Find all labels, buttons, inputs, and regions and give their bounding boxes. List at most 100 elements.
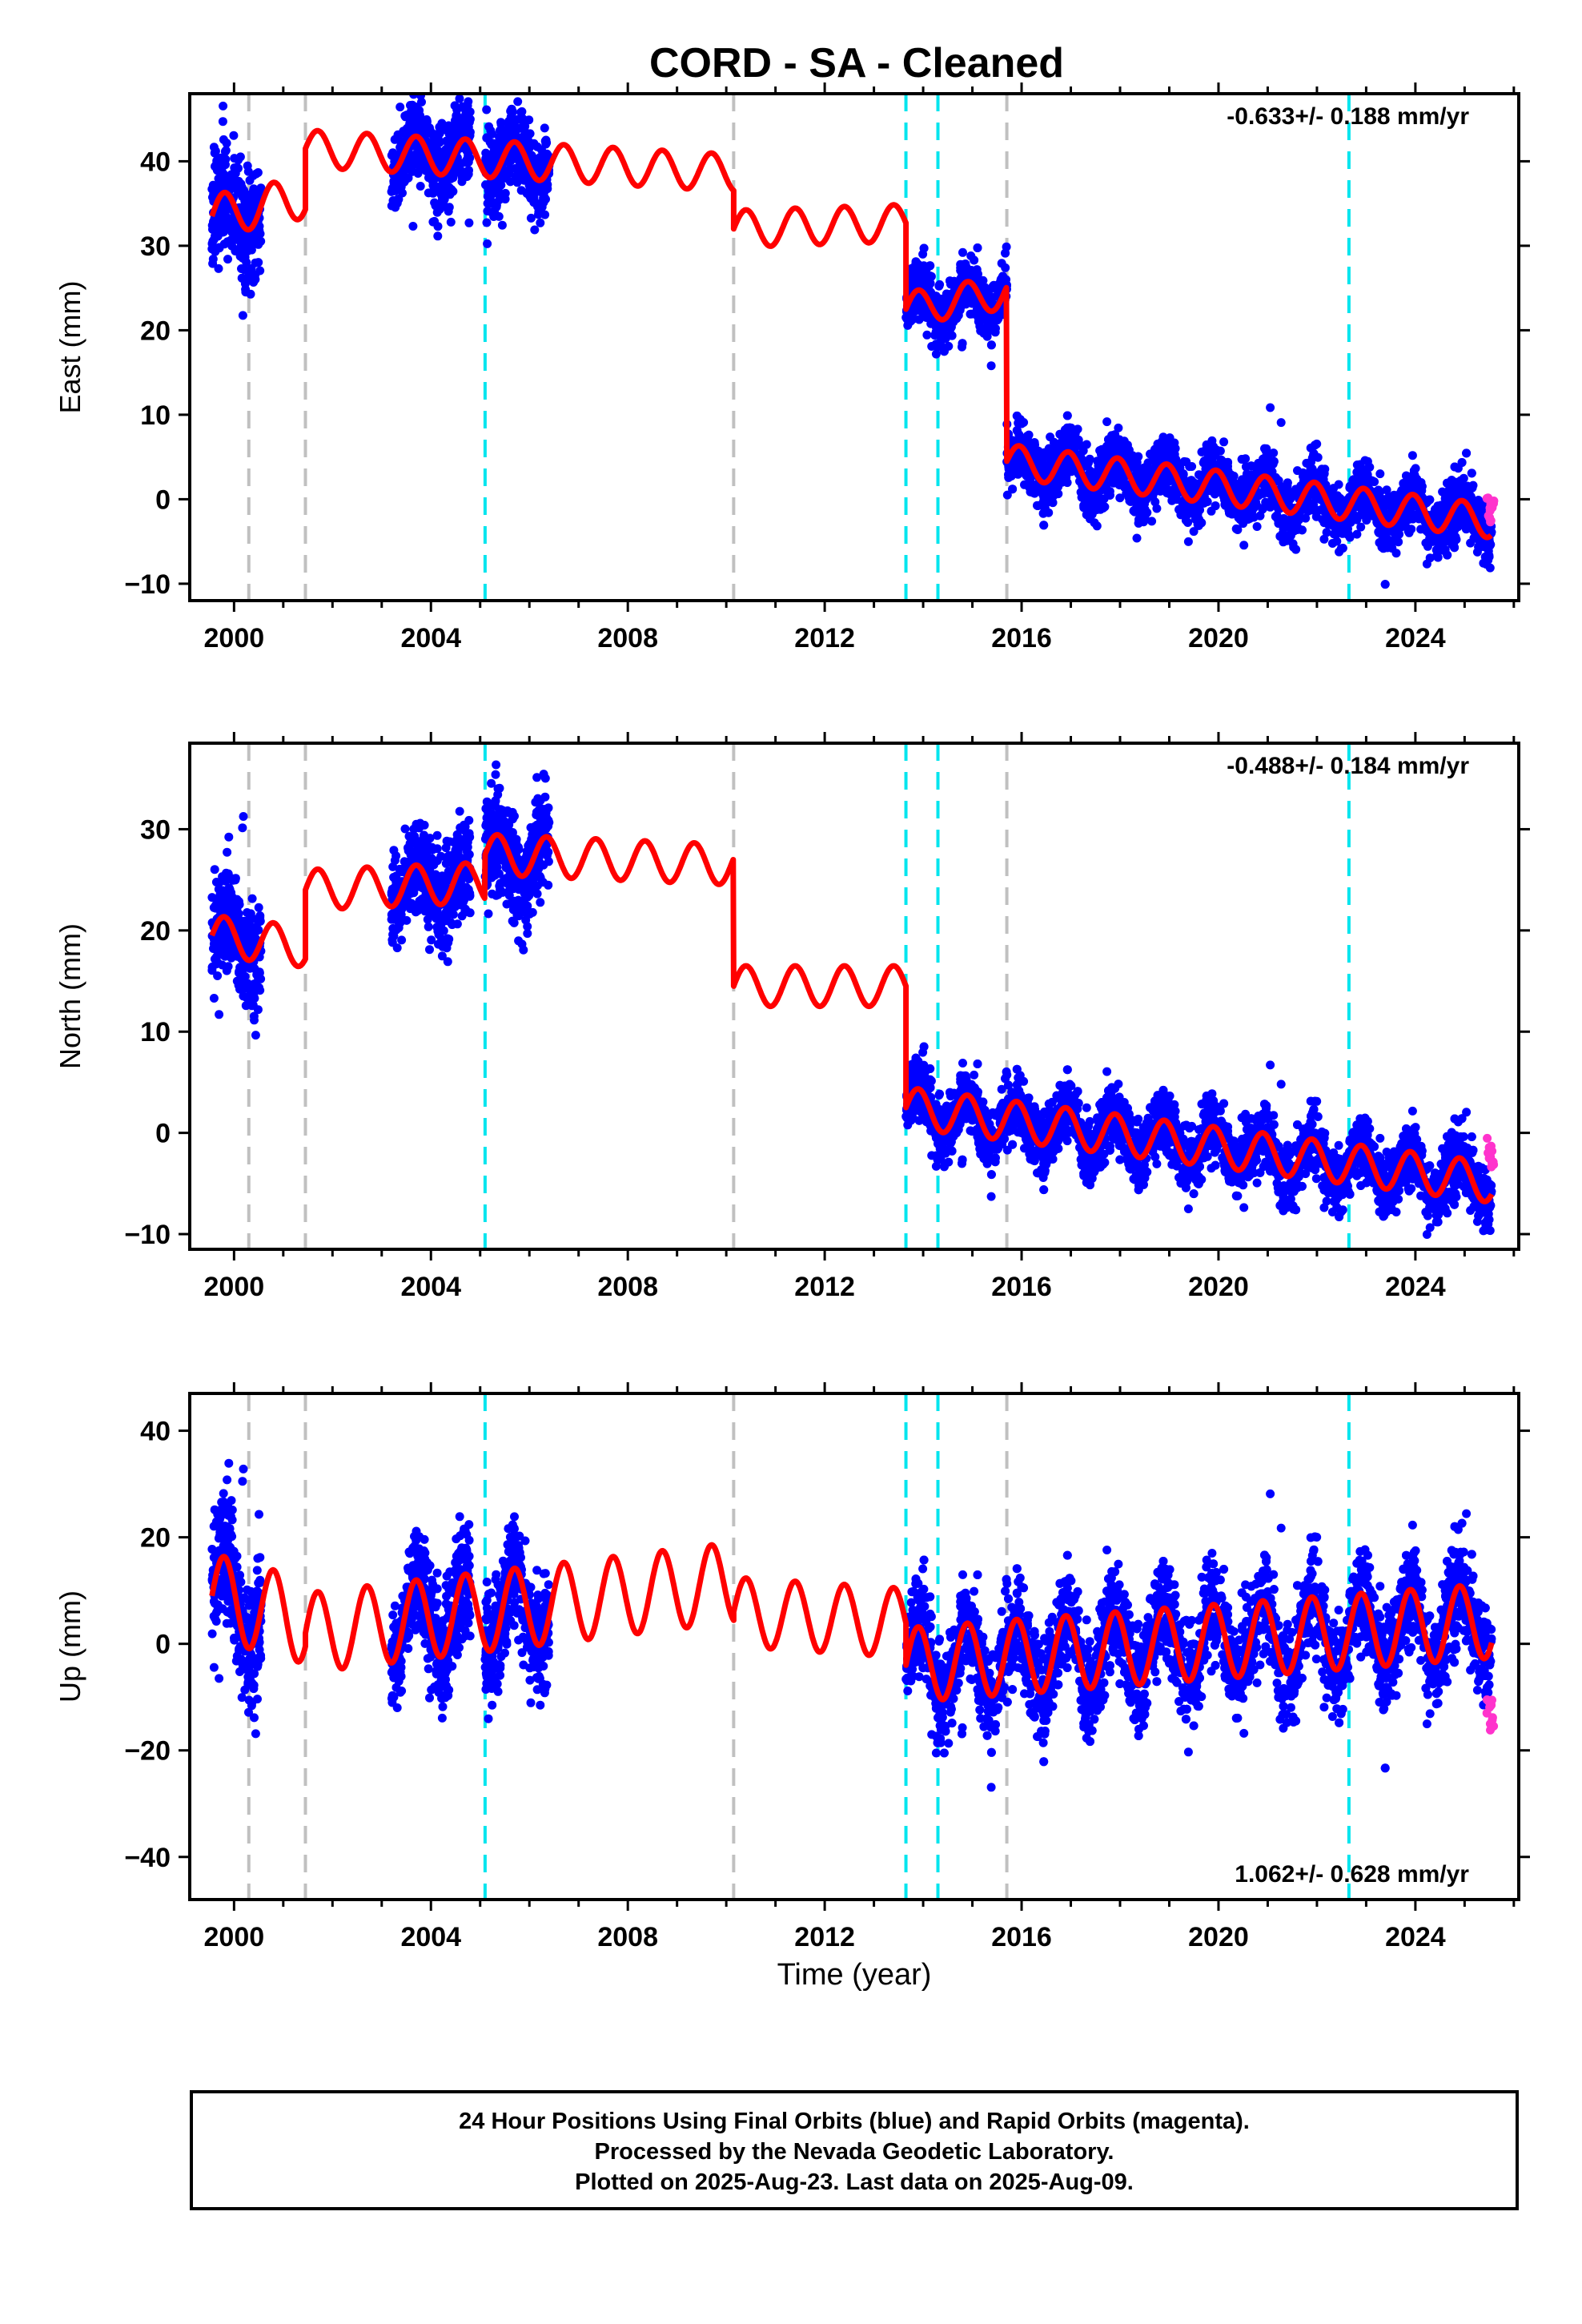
east-data-point (400, 172, 409, 182)
east-data-point (1414, 514, 1423, 524)
east-data-point (1444, 531, 1454, 541)
east-data-point (1252, 522, 1262, 531)
east-data-point (513, 97, 523, 107)
east-data-point (993, 316, 1002, 325)
east-data-point (1417, 481, 1427, 491)
east-data-point (1134, 518, 1143, 528)
east-data-point (482, 133, 492, 143)
east-data-point (952, 314, 962, 324)
east-data-point (536, 218, 545, 227)
east-data-point (520, 79, 528, 88)
east-data-point (222, 139, 231, 148)
east-data-point (1263, 455, 1273, 464)
east-data-point (228, 183, 237, 193)
east-data-point (958, 247, 967, 257)
east-data-point (424, 188, 433, 198)
east-data-point (1038, 489, 1047, 499)
east-data-point (1052, 440, 1062, 448)
east-data-point (1434, 541, 1443, 551)
east-data-point (455, 114, 464, 123)
east-data-point (452, 105, 462, 115)
east-data-point (488, 159, 497, 169)
east-data-point (1356, 522, 1366, 532)
east-data-point (484, 122, 494, 131)
east-data-point (1256, 462, 1266, 472)
east-data-point (1402, 515, 1411, 525)
panel-east: 2000 2004 2008 2012 2016 2020 2024−10010203040… (54, 79, 1530, 653)
east-data-point (1303, 506, 1313, 516)
east-data-point (1062, 411, 1072, 420)
east-data-point (1319, 475, 1328, 485)
east-data-point (1191, 514, 1200, 524)
east-data-point (448, 125, 457, 134)
east-data-point (239, 186, 249, 195)
east-data-point (219, 200, 228, 210)
east-data-point (530, 225, 540, 235)
east-data-point (208, 259, 218, 268)
east-data-point (991, 283, 1000, 293)
east-data-point (247, 236, 256, 246)
east-data-point (1046, 432, 1055, 442)
east-data-point (496, 119, 506, 129)
east-data-point (986, 340, 996, 350)
east-data-point (1355, 460, 1365, 469)
east-data-point (510, 131, 520, 140)
east-data-point (540, 192, 549, 202)
east-data-point (946, 322, 956, 332)
east-data-point (440, 146, 450, 155)
east-data-point (442, 136, 451, 146)
east-data-point (238, 311, 247, 320)
east-data-point (1345, 533, 1355, 542)
east-data-point (1001, 248, 1010, 258)
east-data-point (1062, 459, 1071, 468)
east-data-point (1231, 524, 1241, 533)
east-data-point (1446, 485, 1456, 494)
east-data-point (464, 97, 473, 107)
east-data-point (1262, 444, 1271, 453)
east-data-point (1110, 430, 1120, 440)
east-data-point (433, 183, 443, 193)
east-data-point (431, 201, 440, 211)
east-data-point (1283, 478, 1292, 488)
east-data-point (915, 276, 925, 286)
east-data-point (505, 177, 515, 187)
east-data-point (227, 227, 237, 237)
east-data-point (1241, 510, 1251, 520)
east-data-point (973, 271, 982, 281)
east-data-point (235, 249, 245, 259)
east-data-point (1114, 476, 1123, 486)
east-data-point (1407, 451, 1417, 460)
east-data-point (396, 183, 406, 191)
east-data-point (1433, 553, 1443, 562)
east-data-point (1012, 426, 1022, 435)
east-data-point (497, 220, 507, 230)
east-data-point (1367, 476, 1377, 485)
east-data-point (209, 143, 219, 152)
east-data-point (1309, 450, 1319, 459)
east-data-point (218, 117, 227, 127)
east-data-point (986, 361, 996, 371)
east-data-point (534, 207, 544, 216)
east-data-point (1457, 458, 1467, 467)
east-data-point (430, 216, 440, 226)
east-data-point (1048, 485, 1058, 495)
east-data-point (399, 127, 408, 136)
east-data-point (243, 246, 253, 255)
east-data-point (1230, 478, 1239, 488)
east-data-point (494, 211, 504, 221)
east-data-point (391, 203, 400, 212)
east-data-point (532, 142, 542, 151)
east-data-point (1274, 476, 1283, 485)
east-data-point (420, 120, 430, 130)
east-data-point (1276, 418, 1286, 428)
east-data-point (217, 172, 227, 182)
east-data-point (934, 281, 944, 291)
east-data-point (996, 275, 1006, 284)
east-data-point (522, 189, 532, 198)
east-plot-area (207, 79, 1499, 601)
east-data-point (215, 179, 224, 188)
east-data-point (390, 135, 400, 144)
east-data-point (1239, 541, 1249, 550)
east-data-point (227, 241, 237, 251)
east-data-point (1004, 472, 1014, 482)
